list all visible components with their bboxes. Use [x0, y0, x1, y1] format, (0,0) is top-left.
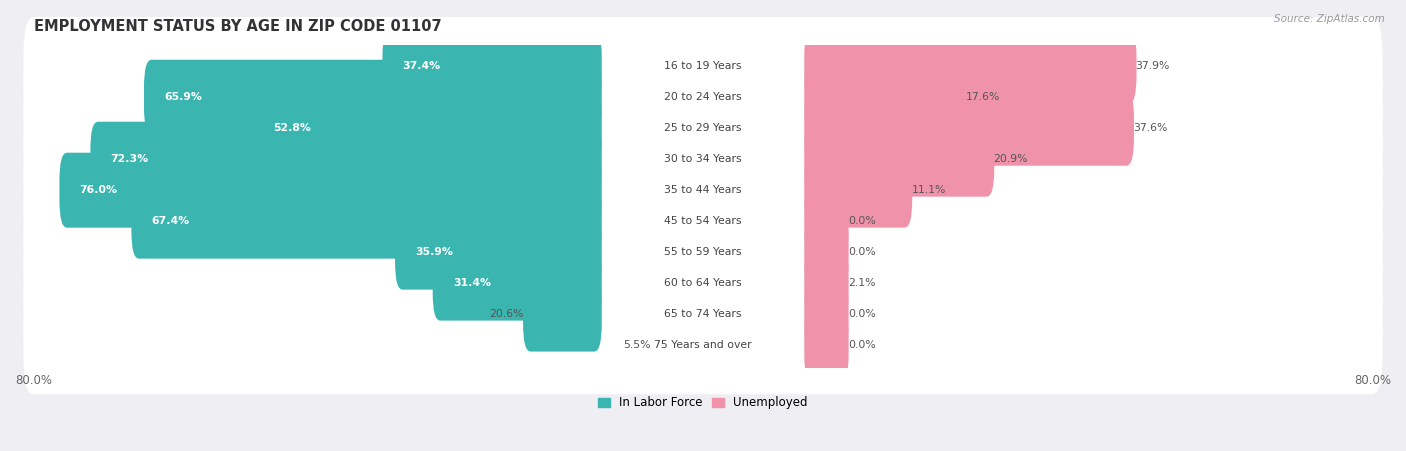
FancyBboxPatch shape	[24, 48, 1382, 147]
Text: 0.0%: 0.0%	[848, 247, 876, 257]
FancyBboxPatch shape	[804, 308, 849, 382]
FancyBboxPatch shape	[804, 276, 849, 352]
Text: Source: ZipAtlas.com: Source: ZipAtlas.com	[1274, 14, 1385, 23]
Text: 67.4%: 67.4%	[152, 216, 190, 226]
FancyBboxPatch shape	[523, 276, 602, 352]
Text: 37.4%: 37.4%	[402, 61, 440, 71]
Text: 65.9%: 65.9%	[165, 92, 202, 102]
FancyBboxPatch shape	[804, 29, 1136, 104]
Text: 45 to 54 Years: 45 to 54 Years	[664, 216, 742, 226]
FancyBboxPatch shape	[382, 29, 602, 104]
FancyBboxPatch shape	[24, 203, 1382, 301]
FancyBboxPatch shape	[253, 91, 602, 166]
FancyBboxPatch shape	[24, 110, 1382, 208]
FancyBboxPatch shape	[395, 215, 602, 290]
Text: 60 to 64 Years: 60 to 64 Years	[664, 278, 742, 288]
Text: 75 Years and over: 75 Years and over	[654, 340, 752, 350]
FancyBboxPatch shape	[804, 215, 849, 290]
Text: 0.0%: 0.0%	[848, 309, 876, 319]
Text: 20 to 24 Years: 20 to 24 Years	[664, 92, 742, 102]
FancyBboxPatch shape	[59, 153, 602, 228]
Text: 65 to 74 Years: 65 to 74 Years	[664, 309, 742, 319]
Text: EMPLOYMENT STATUS BY AGE IN ZIP CODE 01107: EMPLOYMENT STATUS BY AGE IN ZIP CODE 011…	[34, 18, 441, 34]
Text: 20.6%: 20.6%	[489, 309, 524, 319]
Text: 35.9%: 35.9%	[415, 247, 453, 257]
Text: 35 to 44 Years: 35 to 44 Years	[664, 185, 742, 195]
FancyBboxPatch shape	[433, 246, 602, 321]
Text: 17.6%: 17.6%	[966, 92, 1000, 102]
Text: 25 to 29 Years: 25 to 29 Years	[664, 123, 742, 133]
FancyBboxPatch shape	[24, 234, 1382, 332]
FancyBboxPatch shape	[24, 17, 1382, 115]
Text: 5.5%: 5.5%	[623, 340, 651, 350]
FancyBboxPatch shape	[24, 79, 1382, 178]
Text: 16 to 19 Years: 16 to 19 Years	[664, 61, 742, 71]
Text: 0.0%: 0.0%	[848, 340, 876, 350]
Text: 37.9%: 37.9%	[1136, 61, 1170, 71]
Legend: In Labor Force, Unemployed: In Labor Force, Unemployed	[593, 392, 813, 414]
FancyBboxPatch shape	[804, 91, 1135, 166]
Text: 37.6%: 37.6%	[1133, 123, 1167, 133]
FancyBboxPatch shape	[24, 141, 1382, 239]
Text: 0.0%: 0.0%	[848, 216, 876, 226]
FancyBboxPatch shape	[131, 184, 602, 258]
Text: 76.0%: 76.0%	[80, 185, 118, 195]
FancyBboxPatch shape	[804, 184, 849, 258]
FancyBboxPatch shape	[804, 60, 966, 135]
FancyBboxPatch shape	[143, 60, 602, 135]
FancyBboxPatch shape	[90, 122, 602, 197]
FancyBboxPatch shape	[804, 122, 994, 197]
FancyBboxPatch shape	[24, 296, 1382, 394]
FancyBboxPatch shape	[804, 153, 912, 228]
Text: 20.9%: 20.9%	[994, 154, 1028, 164]
FancyBboxPatch shape	[24, 265, 1382, 364]
Text: 31.4%: 31.4%	[453, 278, 491, 288]
FancyBboxPatch shape	[24, 172, 1382, 271]
Text: 52.8%: 52.8%	[274, 123, 312, 133]
Text: 72.3%: 72.3%	[111, 154, 149, 164]
Text: 2.1%: 2.1%	[848, 278, 876, 288]
Text: 11.1%: 11.1%	[911, 185, 946, 195]
FancyBboxPatch shape	[804, 246, 849, 321]
Text: 30 to 34 Years: 30 to 34 Years	[664, 154, 742, 164]
Text: 55 to 59 Years: 55 to 59 Years	[664, 247, 742, 257]
